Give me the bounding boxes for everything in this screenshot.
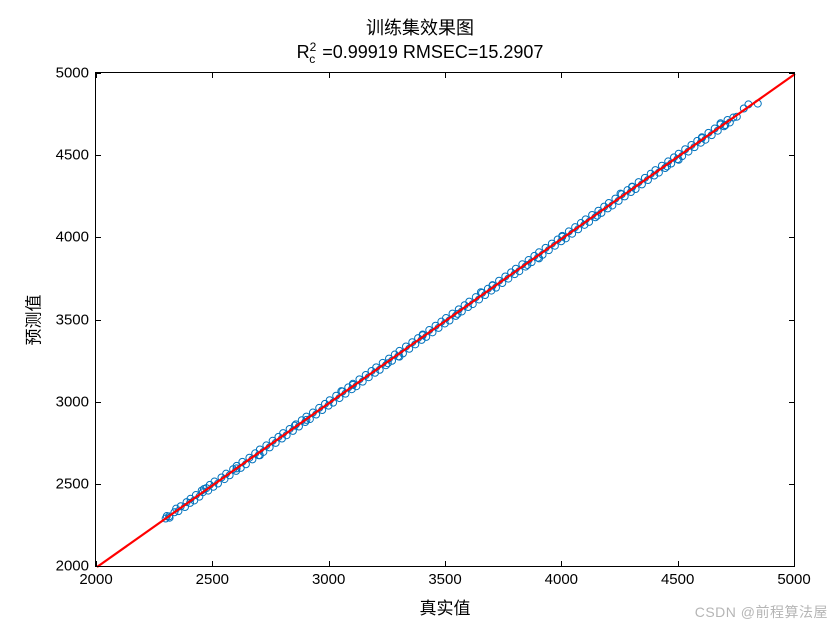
x-tick-mark [212, 561, 213, 566]
identity-line [97, 74, 795, 567]
x-tick-label: 3500 [428, 571, 461, 588]
x-tick-mark [329, 73, 330, 78]
x-tick-mark [561, 73, 562, 78]
x-tick-mark [445, 561, 446, 566]
chart-container: 训练集效果图 R2c=0.99919 RMSEC=15.2907 真实值 预测值… [0, 0, 840, 630]
x-tick-mark [678, 561, 679, 566]
y-tick-mark [96, 402, 101, 403]
y-tick-mark [789, 237, 794, 238]
y-tick-label: 3000 [39, 393, 89, 410]
watermark-text: CSDN @前程算法屋 [695, 602, 828, 622]
x-tick-mark [561, 561, 562, 566]
y-tick-label: 4000 [39, 229, 89, 246]
title-r: R [297, 42, 310, 62]
y-tick-mark [789, 402, 794, 403]
y-tick-label: 2500 [39, 475, 89, 492]
x-tick-mark [678, 73, 679, 78]
x-tick-mark [329, 561, 330, 566]
x-tick-label: 2500 [196, 571, 229, 588]
plot-area [95, 72, 795, 567]
title-sub: c [309, 52, 315, 66]
y-tick-mark [789, 484, 794, 485]
y-tick-mark [789, 155, 794, 156]
x-tick-label: 4500 [661, 571, 694, 588]
y-tick-mark [96, 155, 101, 156]
y-tick-mark [789, 566, 794, 567]
x-tick-mark [212, 73, 213, 78]
x-tick-mark [794, 561, 795, 566]
y-tick-mark [96, 73, 101, 74]
x-axis-label: 真实值 [420, 594, 471, 619]
chart-title-main: 训练集效果图 [0, 14, 840, 40]
y-tick-label: 5000 [39, 65, 89, 82]
y-tick-mark [789, 73, 794, 74]
y-tick-label: 3500 [39, 311, 89, 328]
y-tick-mark [96, 320, 101, 321]
x-tick-label: 4000 [545, 571, 578, 588]
y-tick-mark [96, 237, 101, 238]
x-tick-label: 3000 [312, 571, 345, 588]
y-tick-label: 4500 [39, 147, 89, 164]
title-metrics: =0.99919 RMSEC=15.2907 [322, 42, 543, 62]
x-tick-mark [445, 73, 446, 78]
x-tick-mark [794, 73, 795, 78]
chart-title-sub: R2c=0.99919 RMSEC=15.2907 [0, 40, 840, 66]
y-tick-mark [96, 566, 101, 567]
plot-svg [96, 73, 794, 566]
x-tick-label: 5000 [777, 571, 810, 588]
y-tick-mark [789, 320, 794, 321]
y-tick-label: 2000 [39, 558, 89, 575]
y-tick-mark [96, 484, 101, 485]
